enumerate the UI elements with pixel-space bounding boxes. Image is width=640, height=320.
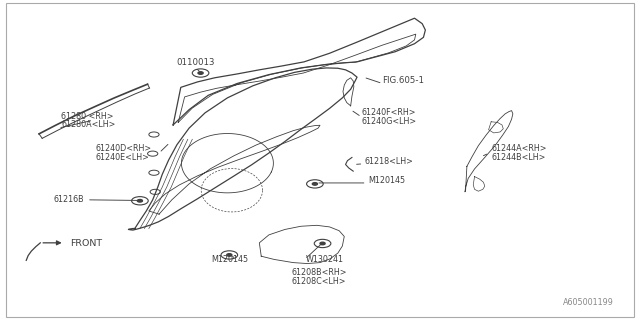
Text: 61240G<LH>: 61240G<LH> xyxy=(362,117,417,126)
Text: A605001199: A605001199 xyxy=(563,298,614,307)
Text: 61208B<RH>: 61208B<RH> xyxy=(291,268,347,277)
Text: M120145: M120145 xyxy=(368,176,405,185)
Text: 61280 <RH>: 61280 <RH> xyxy=(61,112,114,121)
Circle shape xyxy=(312,183,317,185)
Circle shape xyxy=(227,254,232,256)
Text: 61216B: 61216B xyxy=(54,195,84,204)
Text: 61244B<LH>: 61244B<LH> xyxy=(491,153,545,162)
Text: 61218<LH>: 61218<LH> xyxy=(365,157,413,166)
Text: 61208C<LH>: 61208C<LH> xyxy=(291,276,346,285)
Text: FIG.605-1: FIG.605-1 xyxy=(383,76,424,85)
Circle shape xyxy=(138,199,143,202)
Text: 61240D<RH>: 61240D<RH> xyxy=(95,144,151,153)
Text: M120145: M120145 xyxy=(211,255,248,264)
Text: 61280A<LH>: 61280A<LH> xyxy=(61,120,116,130)
Text: 61244A<RH>: 61244A<RH> xyxy=(491,144,547,153)
Text: 0110013: 0110013 xyxy=(176,58,215,67)
Text: W130241: W130241 xyxy=(306,255,344,264)
Text: 61240E<LH>: 61240E<LH> xyxy=(95,153,149,162)
Text: FRONT: FRONT xyxy=(70,239,102,248)
Circle shape xyxy=(320,242,325,245)
Text: 61240F<RH>: 61240F<RH> xyxy=(362,108,416,117)
Circle shape xyxy=(198,72,203,74)
